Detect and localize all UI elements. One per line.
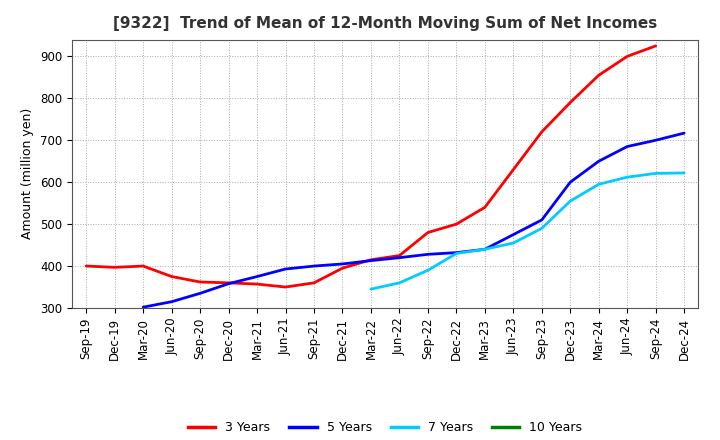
5 Years [282,266,290,271]
5 Years [167,299,176,304]
3 Years [110,265,119,270]
3 Years [82,264,91,269]
7 Years [423,268,432,273]
5 Years [196,291,204,296]
Line: 5 Years: 5 Years [143,133,684,307]
3 Years [310,280,318,286]
5 Years [566,180,575,185]
7 Years [509,240,518,246]
5 Years [480,247,489,252]
5 Years [452,250,461,255]
3 Years [366,257,375,262]
7 Years [652,171,660,176]
5 Years [509,232,518,237]
5 Years [225,281,233,286]
5 Years [652,138,660,143]
5 Years [595,158,603,164]
Title: [9322]  Trend of Mean of 12-Month Moving Sum of Net Incomes: [9322] Trend of Mean of 12-Month Moving … [113,16,657,32]
Y-axis label: Amount (million yen): Amount (million yen) [22,108,35,239]
3 Years [225,280,233,286]
7 Years [623,175,631,180]
3 Years [652,43,660,48]
7 Years [452,251,461,256]
Line: 7 Years: 7 Years [371,173,684,289]
5 Years [423,252,432,257]
3 Years [566,100,575,105]
Line: 3 Years: 3 Years [86,46,656,287]
5 Years [253,274,261,279]
5 Years [310,264,318,269]
3 Years [167,274,176,279]
5 Years [537,217,546,223]
3 Years [196,279,204,285]
7 Years [395,280,404,286]
7 Years [566,198,575,204]
3 Years [282,284,290,290]
3 Years [139,264,148,269]
3 Years [452,221,461,227]
5 Years [623,144,631,149]
5 Years [139,304,148,310]
5 Years [395,255,404,260]
5 Years [366,258,375,263]
Legend: 3 Years, 5 Years, 7 Years, 10 Years: 3 Years, 5 Years, 7 Years, 10 Years [183,416,588,439]
7 Years [537,226,546,231]
7 Years [480,247,489,252]
3 Years [253,282,261,287]
3 Years [395,253,404,258]
3 Years [537,129,546,135]
3 Years [595,73,603,78]
5 Years [680,131,688,136]
7 Years [366,286,375,292]
7 Years [595,182,603,187]
3 Years [509,167,518,172]
5 Years [338,261,347,267]
3 Years [623,54,631,59]
3 Years [338,265,347,271]
3 Years [423,230,432,235]
3 Years [480,205,489,210]
7 Years [680,170,688,176]
